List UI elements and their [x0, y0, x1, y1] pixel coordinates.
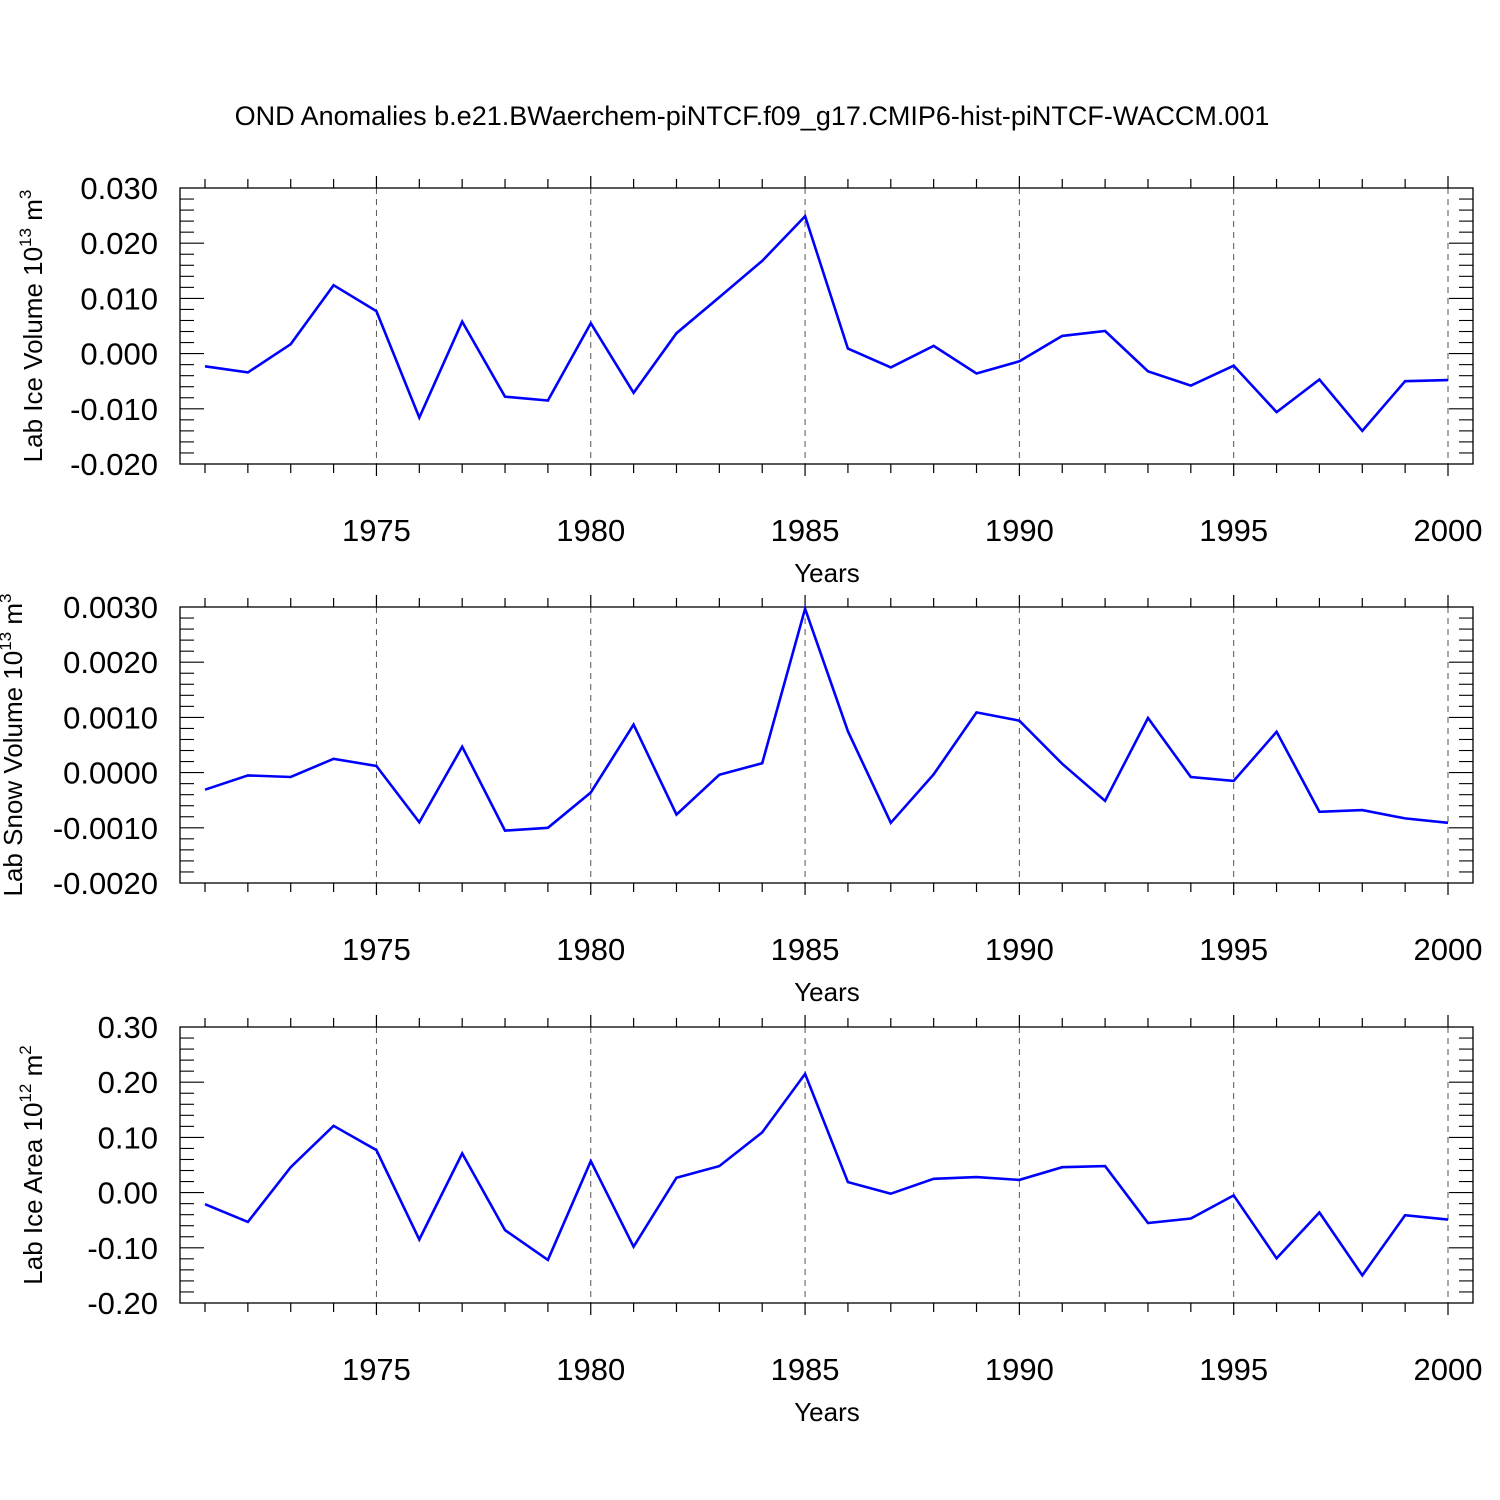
x-axis-label: Years	[794, 558, 860, 588]
y-tick-label: -0.0020	[53, 866, 158, 901]
x-tick-label: 1990	[985, 1352, 1054, 1387]
y-tick-label: 0.0000	[63, 756, 158, 791]
x-tick-label: 1990	[985, 932, 1054, 967]
x-tick-label: 2000	[1414, 1352, 1483, 1387]
y-tick-label: 0.0030	[63, 590, 158, 625]
x-tick-label: 1995	[1199, 1352, 1268, 1387]
x-tick-label: 1980	[556, 1352, 625, 1387]
x-axis-label: Years	[794, 1397, 860, 1427]
x-tick-label: 1995	[1199, 932, 1268, 967]
chart-panel-1: -0.020 -0.010 0.000 0.010 0.020 0.030 1975 1980…	[16, 171, 1482, 588]
x-tick-label: 1995	[1199, 513, 1268, 548]
y-tick-label: 0.0020	[63, 645, 158, 680]
data-series-line	[204, 604, 1449, 832]
chart-panel-3: -0.20 -0.10 0.00 0.10 0.20 0.30 1975 1980 1985 19…	[16, 1010, 1482, 1427]
x-tick-label: 1980	[556, 932, 625, 967]
y-tick-label: 0.30	[98, 1010, 158, 1045]
y-tick-label: -0.10	[87, 1231, 158, 1266]
y-axis-label: Lab Ice Volume 1013 m3	[16, 190, 48, 463]
chart-panel-2: -0.0020 -0.0010 0.0000 0.0010 0.0020 0.0030 19…	[0, 590, 1482, 1007]
x-tick-label: 1990	[985, 513, 1054, 548]
y-tick-label: -0.020	[70, 447, 158, 482]
x-tick-label: 1985	[771, 513, 840, 548]
x-tick-label: 1985	[771, 932, 840, 967]
data-series-line	[204, 213, 1449, 433]
plot-frame	[179, 1026, 1474, 1304]
x-tick-label: 1975	[342, 932, 411, 967]
y-tick-label: 0.020	[80, 226, 158, 261]
x-tick-label: 1985	[771, 1352, 840, 1387]
x-tick-label: 1980	[556, 513, 625, 548]
y-tick-label: -0.010	[70, 392, 158, 427]
y-tick-label: -0.0010	[53, 811, 158, 846]
chart-title: OND Anomalies b.e21.BWaerchem-piNTCF.f09…	[235, 101, 1270, 131]
y-tick-label: 0.010	[80, 281, 158, 316]
x-tick-label: 1975	[342, 1352, 411, 1387]
y-tick-label: 0.10	[98, 1120, 158, 1155]
data-series-line	[204, 1071, 1449, 1278]
y-axis-label: Lab Ice Area 1012 m2	[16, 1045, 48, 1284]
x-tick-label: 1975	[342, 513, 411, 548]
y-axis-label: Lab Snow Volume 1013 m3	[0, 593, 28, 896]
y-tick-label: -0.20	[87, 1286, 158, 1321]
plot-frame	[179, 606, 1474, 884]
y-tick-label: 0.20	[98, 1065, 158, 1100]
y-tick-label: 0.0010	[63, 700, 158, 735]
plot-frame	[179, 187, 1474, 465]
y-tick-label: 0.000	[80, 337, 158, 372]
x-axis-label: Years	[794, 977, 860, 1007]
y-tick-label: 0.030	[80, 171, 158, 206]
x-tick-label: 2000	[1414, 932, 1483, 967]
y-tick-label: 0.00	[98, 1176, 158, 1211]
x-tick-label: 2000	[1414, 513, 1483, 548]
